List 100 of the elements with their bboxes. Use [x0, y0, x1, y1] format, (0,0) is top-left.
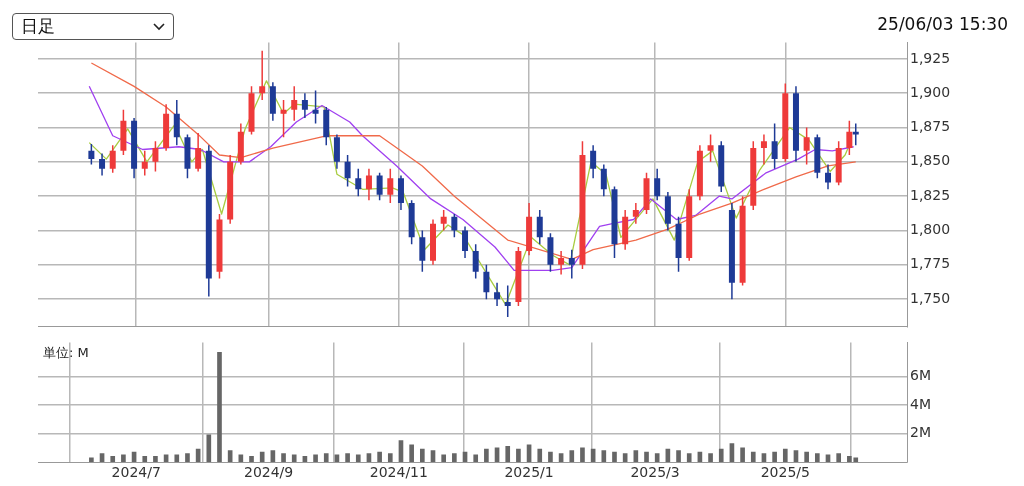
x-tick-label: 2024/9: [243, 464, 294, 481]
bar: [473, 454, 479, 462]
candlestick: [707, 133, 714, 163]
bar: [569, 450, 575, 462]
candlestick: [590, 144, 597, 180]
bar: [217, 352, 222, 462]
candlestick: [419, 229, 426, 273]
bar: [772, 451, 777, 462]
bar: [291, 454, 297, 462]
bar: [505, 446, 511, 462]
candlestick: [440, 209, 447, 232]
y-tick-label: 1,825: [910, 186, 951, 203]
bar: [601, 450, 607, 462]
bar: [259, 451, 265, 462]
bar: [355, 454, 361, 462]
candlestick: [365, 167, 372, 202]
candlestick: [654, 167, 661, 202]
y-tick-label: 2M: [910, 424, 931, 441]
y-tick-label: 6M: [910, 367, 931, 384]
bar: [323, 453, 329, 462]
bar: [174, 454, 180, 462]
bar: [750, 451, 756, 462]
x-tick-label: 2024/11: [369, 464, 428, 481]
annotation: 単位: M: [43, 345, 89, 361]
bar: [377, 451, 382, 462]
candlestick: [88, 143, 95, 166]
bar: [441, 454, 447, 462]
y-tick-label: 1,775: [910, 255, 951, 272]
candlestick: [846, 119, 853, 156]
bar: [452, 453, 457, 462]
candlestick: [141, 150, 148, 177]
candlestick: [109, 144, 116, 174]
bar: [484, 448, 489, 462]
bar: [782, 448, 788, 462]
bar: [409, 444, 414, 462]
x-tick-label: 2025/5: [760, 464, 810, 481]
candlestick: [355, 167, 362, 197]
y-tick-label: 1,900: [910, 83, 951, 100]
candlestick: [259, 49, 266, 101]
candlestick: [451, 213, 458, 239]
bar: [580, 447, 585, 462]
bar: [836, 453, 842, 462]
bar: [419, 448, 425, 462]
candlestick: [771, 122, 778, 170]
y-tick-label: 1,850: [910, 152, 951, 169]
y-tick-label: 1,750: [910, 289, 951, 306]
bar: [537, 448, 543, 462]
candlestick: [803, 126, 810, 166]
y-tick-label: 1,800: [910, 221, 951, 238]
bar: [345, 453, 350, 462]
bar: [281, 453, 286, 462]
y-tick-label: 1,875: [910, 118, 951, 135]
candlestick: [760, 133, 767, 166]
y-tick-label: 1,925: [910, 49, 951, 66]
bar: [89, 457, 94, 462]
bar: [153, 455, 158, 462]
x-tick-label: 2024/7: [111, 464, 161, 481]
bar: [142, 455, 148, 462]
candlestick: [536, 209, 543, 245]
bar: [718, 448, 724, 462]
candlestick: [344, 154, 351, 188]
candlestick: [632, 202, 639, 225]
bar: [644, 451, 649, 462]
candlestick: [387, 167, 394, 204]
text: 25/06/03 15:30: [877, 14, 1008, 34]
bar: [654, 453, 660, 462]
y-tick-label: 4M: [910, 395, 931, 412]
bar: [740, 447, 745, 462]
candlestick: [600, 163, 607, 197]
bar: [708, 453, 713, 462]
candlestick: [195, 132, 202, 173]
bar: [313, 454, 318, 462]
candlestick: [312, 89, 319, 125]
candlestick: [483, 264, 490, 300]
bar: [206, 434, 212, 462]
candlestick: [825, 163, 831, 191]
candlestick: [291, 85, 298, 122]
bar: [121, 454, 126, 462]
candlestick: [280, 99, 287, 138]
candlestick: [462, 225, 469, 259]
bar: [249, 455, 254, 462]
bar: [676, 450, 681, 462]
candlestick: [173, 99, 180, 147]
bar: [110, 455, 116, 462]
candlestick: [504, 284, 511, 318]
candlestick: [558, 250, 565, 276]
candlestick: [152, 140, 159, 173]
candlestick: [494, 281, 501, 307]
bar: [185, 453, 190, 462]
candlestick: [301, 92, 308, 119]
bar: [804, 451, 809, 462]
candlestick: [568, 248, 575, 280]
x-tick-label: 2025/1: [504, 464, 554, 481]
bar: [612, 451, 617, 462]
bar: [548, 451, 553, 462]
x-tick-label: 2025/3: [630, 464, 680, 481]
candlestick: [472, 243, 479, 280]
text: 日足: [21, 15, 55, 38]
bar: [516, 448, 521, 462]
bar: [686, 453, 692, 462]
